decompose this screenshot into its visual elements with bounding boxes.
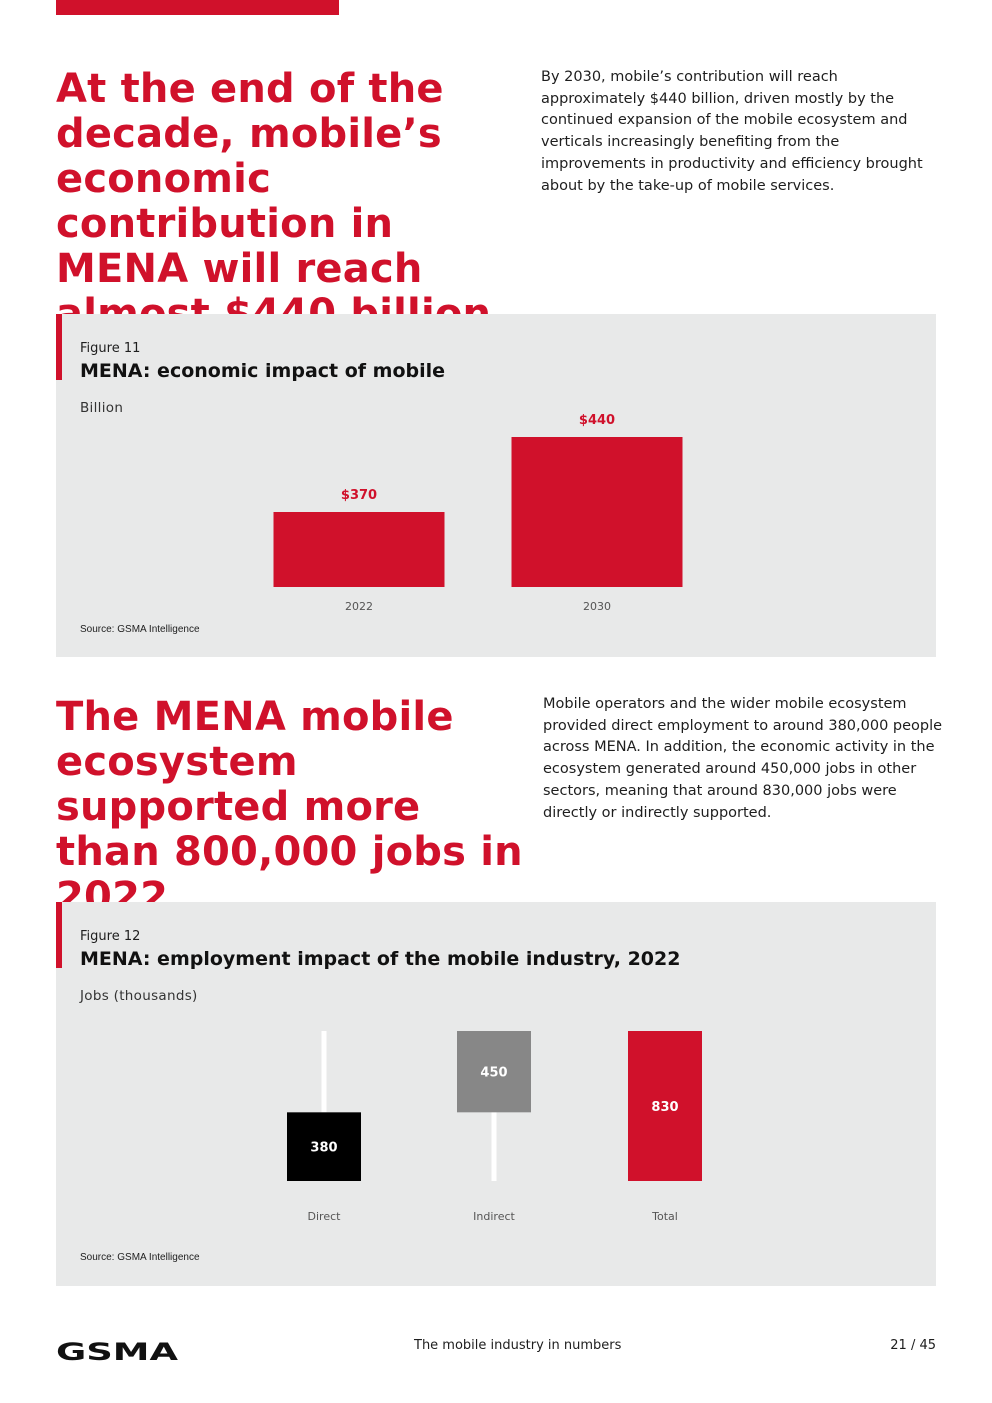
x-tick-total: Total <box>651 1210 678 1223</box>
page-number: 21 / 45 <box>890 1338 936 1353</box>
data-label-total: 830 <box>651 1100 678 1115</box>
section1-intro: By 2030, mobile’s contribution will reac… <box>541 69 923 194</box>
data-label-direct: 380 <box>310 1141 337 1156</box>
x-tick-indirect: Indirect <box>473 1210 515 1223</box>
top-accent-bar <box>56 0 339 15</box>
x-tick-2030: 2030 <box>583 600 611 613</box>
data-label-2022: $370 <box>341 488 377 503</box>
x-tick-2022: 2022 <box>345 600 373 613</box>
figure12-label: Figure 12 <box>80 929 141 944</box>
figure12-source: Source: GSMA Intelligence <box>80 1252 200 1263</box>
figure11-unit: Billion <box>80 400 124 416</box>
figure11-title: MENA: economic impact of mobile <box>80 360 446 382</box>
bar-indirect <box>457 1031 531 1113</box>
bar-total <box>628 1031 702 1181</box>
figure12-chart: 380 Direct 450 Indirect 830 Total <box>287 1031 702 1223</box>
figure12-accent <box>56 902 62 968</box>
section1-headline: At the end of the decade, mobile’s econo… <box>56 66 491 337</box>
section2-intro: Mobile operators and the wider mobile ec… <box>543 696 943 821</box>
figure11-chart: $370 2022 $440 2030 <box>273 413 683 613</box>
figure11-accent <box>56 314 62 380</box>
data-label-2030: $440 <box>579 413 615 428</box>
figure12-title: MENA: employment impact of the mobile in… <box>80 948 681 970</box>
section2-headline: The MENA mobile ecosystem supported more… <box>56 694 523 920</box>
gsma-logo: GSMA <box>56 1340 179 1362</box>
figure12-unit: Jobs (thousands) <box>80 988 198 1004</box>
gsma-logo-text: GSMA <box>56 1340 179 1362</box>
bar-direct <box>287 1112 361 1181</box>
bar-2030 <box>511 437 683 587</box>
connector-indirect <box>491 1099 497 1181</box>
figure11-panel: Figure 11 MENA: economic impact of mobil… <box>56 314 936 657</box>
data-label-indirect: 450 <box>480 1066 507 1081</box>
figure11-source: Source: GSMA Intelligence <box>80 624 200 635</box>
footer-title: The mobile industry in numbers <box>414 1338 622 1353</box>
figure11-label: Figure 11 <box>80 341 141 356</box>
bar-2022 <box>273 512 445 587</box>
connector-direct <box>321 1031 327 1113</box>
x-tick-direct: Direct <box>308 1210 342 1223</box>
figure12-panel: Figure 12 MENA: employment impact of the… <box>56 902 936 1286</box>
